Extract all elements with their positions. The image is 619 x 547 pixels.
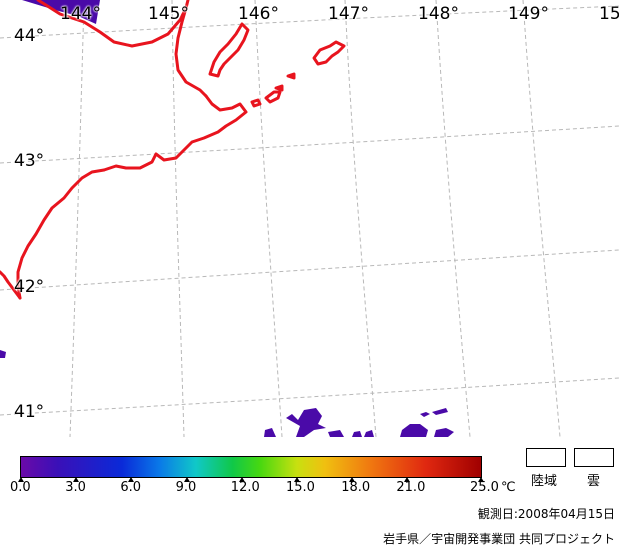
latitude-label-42: 42° <box>14 277 45 297</box>
colorbar-tick-mark <box>183 477 190 482</box>
colorbar-tick-mark <box>404 477 411 482</box>
colorbar-tick-label: 3.0 <box>65 480 86 495</box>
latitude-label-43: 43° <box>14 151 45 171</box>
colorbar-tick-mark <box>294 477 300 482</box>
longitude-label-145: 145° <box>148 4 189 24</box>
land-legend-label: 陸域 <box>531 474 558 489</box>
latitude-label-44: 44° <box>14 26 45 46</box>
land-legend-swatch <box>526 448 566 467</box>
colorbar-tick-label: 6.0 <box>120 480 142 495</box>
longitude-label-144: 144° <box>60 4 101 24</box>
colorbar-tick-label: 15.0 <box>286 480 315 495</box>
credit-line: 岩手県／宇宙開発事業団 共同プロジェクト <box>383 532 615 546</box>
longitude-label-146: 146° <box>238 4 279 24</box>
observation-date: 観測日:2008年04月15日 <box>477 507 615 521</box>
colorbar-tick-mark <box>349 477 356 482</box>
coastline <box>0 0 346 300</box>
colorbar-tick-mark <box>18 477 24 482</box>
colorbar-unit: ℃ <box>501 480 516 495</box>
colorbar-tick-mark <box>238 477 245 482</box>
latitude-label-41: 41° <box>14 402 45 422</box>
sst-patches <box>0 0 454 437</box>
colorbar-tick-label: 21.0 <box>396 480 426 495</box>
colorbar-tick-label: 0.0 <box>10 480 31 495</box>
longitude-label-150: 15 <box>599 4 619 24</box>
colorbar-tick-label: 25.0 <box>470 480 499 495</box>
colorbar-tick-mark <box>478 477 484 482</box>
longitude-label-149: 149° <box>508 4 549 24</box>
sst-map <box>0 0 619 437</box>
colorbar-tick-label: 9.0 <box>175 480 197 495</box>
longitude-gridlines <box>69 0 561 437</box>
colorbar-tick-label: 12.0 <box>230 480 260 495</box>
longitude-label-147: 147° <box>328 4 369 24</box>
longitude-label-148: 148° <box>418 4 459 24</box>
temperature-colorbar <box>20 456 482 478</box>
cloud-legend-swatch <box>574 448 614 467</box>
latitude-gridlines <box>0 5 619 416</box>
colorbar-tick-mark <box>73 477 80 482</box>
colorbar-tick-mark <box>128 477 135 482</box>
colorbar-tick-label: 18.0 <box>341 480 371 495</box>
cloud-legend-label: 雲 <box>587 474 601 489</box>
